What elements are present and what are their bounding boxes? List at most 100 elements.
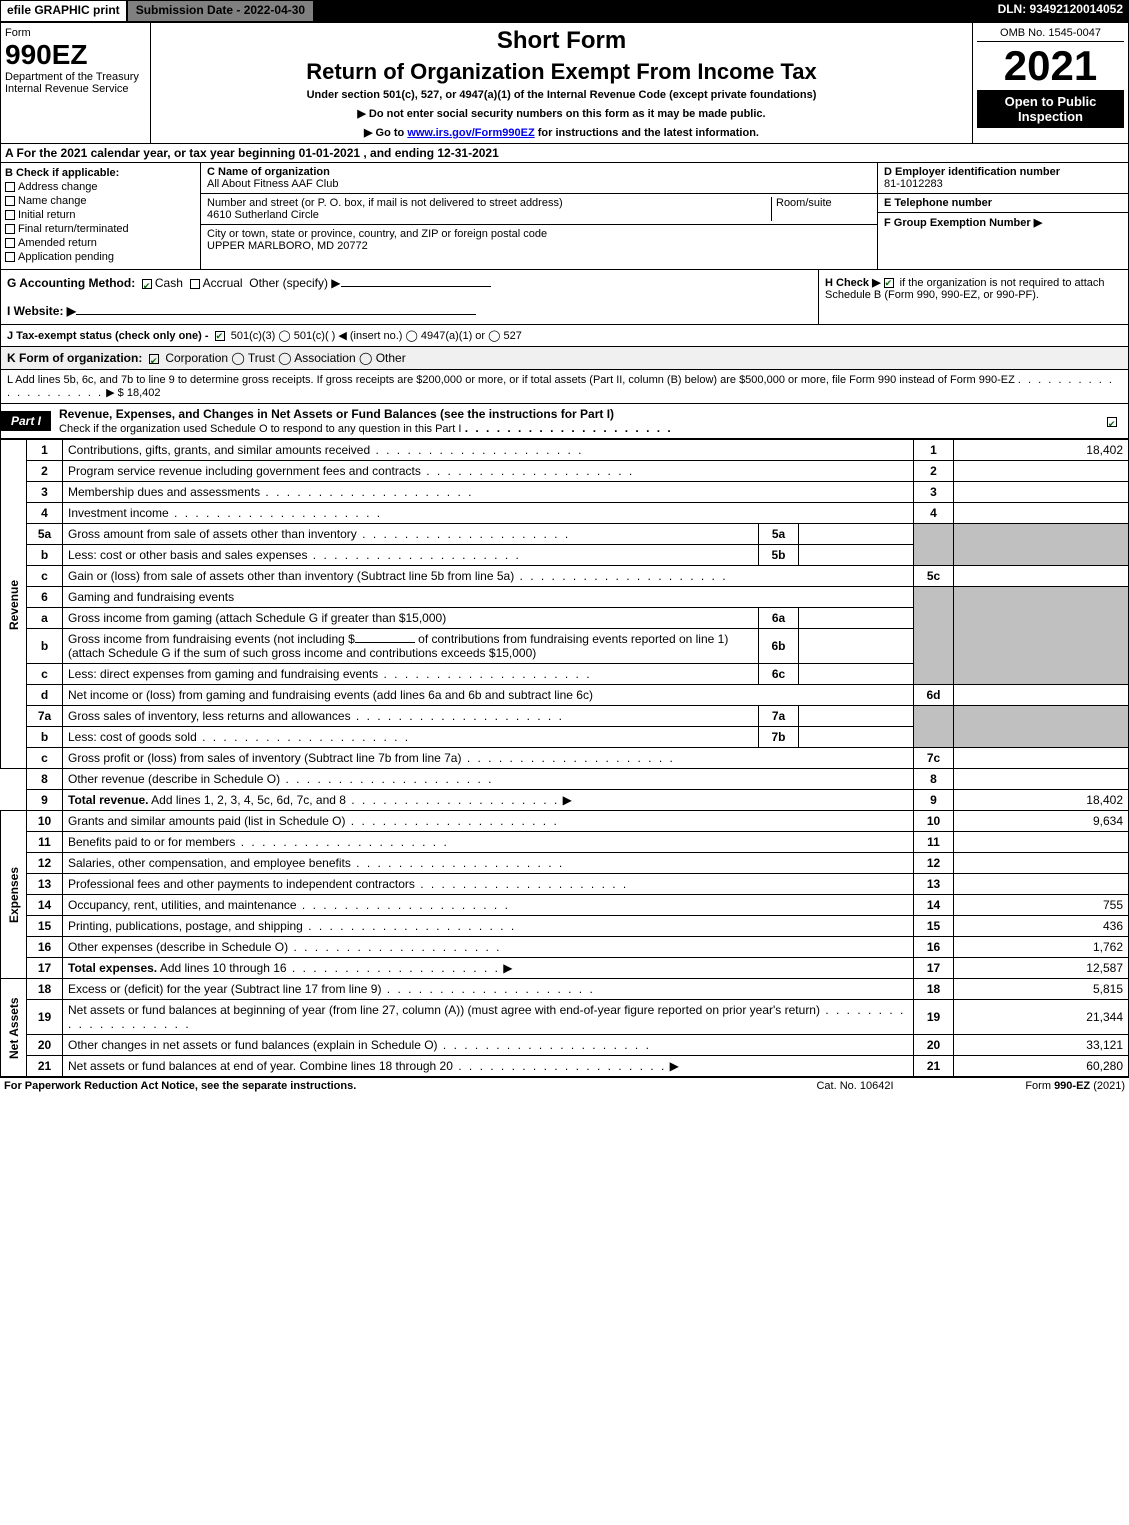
line-20-num: 20 <box>27 1035 63 1056</box>
line-3-amt <box>954 482 1129 503</box>
irs-link[interactable]: www.irs.gov/Form990EZ <box>407 127 534 139</box>
line-8-ref: 8 <box>914 769 954 790</box>
dept-label: Department of the Treasury <box>5 71 146 83</box>
ein-value: 81-1012283 <box>884 178 943 190</box>
line-6b-num: b <box>27 629 63 664</box>
return-title: Return of Organization Exempt From Incom… <box>155 59 968 85</box>
short-form-title: Short Form <box>155 27 968 55</box>
line-6d-ref: 6d <box>914 685 954 706</box>
cb-label-final: Final return/terminated <box>18 223 129 235</box>
line-16-num: 16 <box>27 937 63 958</box>
checkbox-final-return[interactable] <box>5 224 15 234</box>
line-9-ref: 9 <box>914 790 954 811</box>
line-8-num: 8 <box>27 769 63 790</box>
line-14-desc: Occupancy, rent, utilities, and maintena… <box>68 898 297 912</box>
line-10-desc: Grants and similar amounts paid (list in… <box>68 814 345 828</box>
line-5a-sub: 5a <box>759 524 799 545</box>
room-label: Room/suite <box>776 197 832 209</box>
checkbox-501c3[interactable] <box>215 331 225 341</box>
line-7a-num: 7a <box>27 706 63 727</box>
checkbox-corporation[interactable] <box>149 354 159 364</box>
header-left: Form 990EZ Department of the Treasury In… <box>1 23 151 143</box>
j-label: J Tax-exempt status (check only one) - <box>7 330 209 342</box>
line-6c-desc: Less: direct expenses from gaming and fu… <box>68 667 378 681</box>
website-input[interactable] <box>76 314 476 315</box>
tax-year: 2021 <box>977 42 1124 90</box>
line-15-amt: 436 <box>954 916 1129 937</box>
line-5a-desc: Gross amount from sale of assets other t… <box>68 527 357 541</box>
line-14-num: 14 <box>27 895 63 916</box>
line-17-arrow: ▶ <box>503 961 512 975</box>
line-9-amt: 18,402 <box>954 790 1129 811</box>
line-1-desc: Contributions, gifts, grants, and simila… <box>68 443 370 457</box>
line-11-desc: Benefits paid to or for members <box>68 835 235 849</box>
checkbox-amended[interactable] <box>5 238 15 248</box>
cb-label-pending: Application pending <box>18 251 114 263</box>
footer-left: For Paperwork Reduction Act Notice, see … <box>4 1080 765 1092</box>
line-6b-input[interactable] <box>355 642 415 643</box>
checkbox-h[interactable] <box>884 278 894 288</box>
footer-right: Form 990-EZ (2021) <box>945 1080 1125 1092</box>
street-value: 4610 Sutherland Circle <box>207 209 319 221</box>
line-7b-num: b <box>27 727 63 748</box>
line-3-num: 3 <box>27 482 63 503</box>
line-5c-ref: 5c <box>914 566 954 587</box>
line-13-ref: 13 <box>914 874 954 895</box>
part1-check-text: Check if the organization used Schedule … <box>59 423 461 435</box>
line-7a-desc: Gross sales of inventory, less returns a… <box>68 709 351 723</box>
form-header: Form 990EZ Department of the Treasury In… <box>0 22 1129 144</box>
footer-mid: Cat. No. 10642I <box>765 1080 945 1092</box>
line-12-amt <box>954 853 1129 874</box>
line-5c-num: c <box>27 566 63 587</box>
checkbox-initial-return[interactable] <box>5 210 15 220</box>
part1-title: Revenue, Expenses, and Changes in Net As… <box>51 404 1099 438</box>
efile-print-label[interactable]: efile GRAPHIC print <box>0 0 127 22</box>
checkbox-part1-schedo[interactable] <box>1107 417 1117 427</box>
header-center: Short Form Return of Organization Exempt… <box>151 23 973 143</box>
line-2-amt <box>954 461 1129 482</box>
ein-label: D Employer identification number <box>884 166 1060 178</box>
line-8-desc: Other revenue (describe in Schedule O) <box>68 772 280 786</box>
line-6d-desc: Net income or (loss) from gaming and fun… <box>68 688 593 702</box>
checkbox-accrual[interactable] <box>190 279 200 289</box>
line-4-desc: Investment income <box>68 506 169 520</box>
line-6a-subval <box>799 608 914 629</box>
line-1-ref: 1 <box>914 440 954 461</box>
part1-table: Revenue 1 Contributions, gifts, grants, … <box>0 439 1129 1077</box>
section-h: H Check ▶ if the organization is not req… <box>818 270 1128 324</box>
line-20-ref: 20 <box>914 1035 954 1056</box>
line-7b-subval <box>799 727 914 748</box>
under-section: Under section 501(c), 527, or 4947(a)(1)… <box>155 89 968 101</box>
checkbox-pending[interactable] <box>5 252 15 262</box>
line-2-num: 2 <box>27 461 63 482</box>
k-options: Corporation ◯ Trust ◯ Association ◯ Othe… <box>165 351 405 365</box>
line-5a-subval <box>799 524 914 545</box>
city-label: City or town, state or province, country… <box>207 228 547 240</box>
line-17-ref: 17 <box>914 958 954 979</box>
line-16-desc: Other expenses (describe in Schedule O) <box>68 940 288 954</box>
line-10-amt: 9,634 <box>954 811 1129 832</box>
checkbox-name-change[interactable] <box>5 196 15 206</box>
line-16-amt: 1,762 <box>954 937 1129 958</box>
no-ssn-note: ▶ Do not enter social security numbers o… <box>155 107 968 120</box>
checkbox-address-change[interactable] <box>5 182 15 192</box>
section-def: D Employer identification number 81-1012… <box>878 163 1128 269</box>
checkbox-cash[interactable] <box>142 279 152 289</box>
form-number: 990EZ <box>5 39 146 71</box>
line-21-amt: 60,280 <box>954 1056 1129 1077</box>
line-11-amt <box>954 832 1129 853</box>
line-2-desc: Program service revenue including govern… <box>68 464 421 478</box>
omb-number: OMB No. 1545-0047 <box>977 27 1124 42</box>
line-7c-ref: 7c <box>914 748 954 769</box>
line-19-num: 19 <box>27 1000 63 1035</box>
goto-link[interactable]: ▶ Go to www.irs.gov/Form990EZ for instru… <box>155 126 968 139</box>
line-13-amt <box>954 874 1129 895</box>
info-grid: B Check if applicable: Address change Na… <box>0 163 1129 270</box>
line-5b-subval <box>799 545 914 566</box>
j-options: 501(c)(3) ◯ 501(c)( ) ◀ (insert no.) ◯ 4… <box>231 330 522 342</box>
line-6b-desc1: Gross income from fundraising events (no… <box>68 632 355 646</box>
line-5b-desc: Less: cost or other basis and sales expe… <box>68 548 307 562</box>
line-5b-num: b <box>27 545 63 566</box>
other-input[interactable] <box>341 286 491 287</box>
line-20-desc: Other changes in net assets or fund bala… <box>68 1038 438 1052</box>
